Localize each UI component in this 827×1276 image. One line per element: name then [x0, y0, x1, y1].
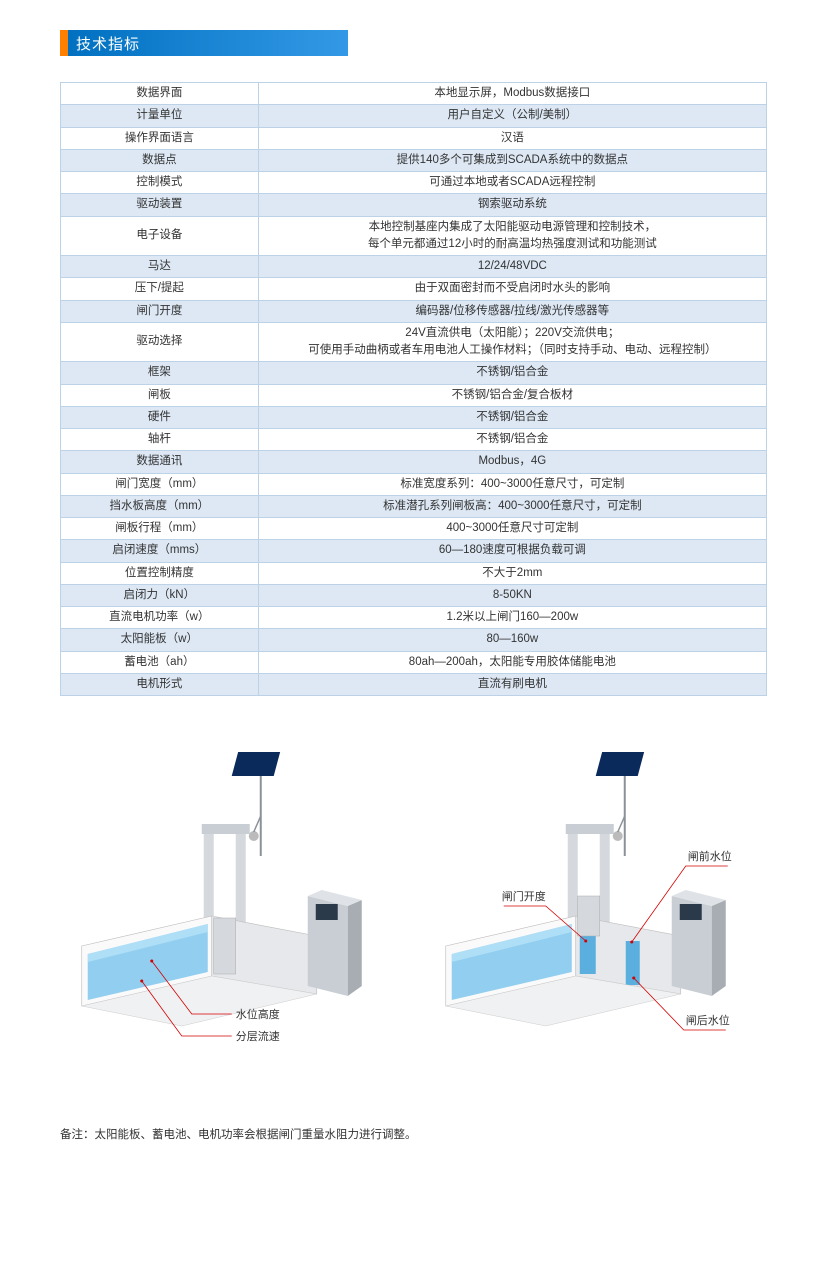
spec-value: 标准宽度系列：400~3000任意尺寸，可定制	[258, 473, 766, 495]
spec-value: 用户自定义（公制/美制）	[258, 105, 766, 127]
spec-value: 不锈钢/铝合金	[258, 362, 766, 384]
label-flow-layer: 分层流速	[236, 1029, 280, 1043]
spec-value: 本地控制基座内集成了太阳能驱动电源管理和控制技术，每个单元都通过12小时的耐高温…	[258, 216, 766, 256]
label-back-level: 闸后水位	[685, 1013, 729, 1027]
spec-row: 计量单位用户自定义（公制/美制）	[61, 105, 767, 127]
spec-row: 蓄电池（ah）80ah—200ah，太阳能专用胶体储能电池	[61, 651, 767, 673]
label-front-level: 闸前水位	[687, 849, 731, 863]
spec-value: 400~3000任意尺寸可定制	[258, 518, 766, 540]
spec-value: 直流有刷电机	[258, 673, 766, 695]
footnote: 备注：太阳能板、蓄电池、电机功率会根据闸门重量水阻力进行调整。	[60, 1126, 767, 1142]
spec-value: 编码器/位移传感器/拉线/激光传感器等	[258, 300, 766, 322]
spec-row: 挡水板高度（mm）标准潜孔系列闸板高：400~3000任意尺寸，可定制	[61, 495, 767, 517]
gate-diagram-left: 水位高度 分层流速	[60, 746, 404, 1066]
spec-label: 闸板	[61, 384, 259, 406]
spec-value: 钢索驱动系统	[258, 194, 766, 216]
spec-label: 直流电机功率（w）	[61, 607, 259, 629]
title-accent	[60, 30, 68, 56]
spec-value: 标准潜孔系列闸板高：400~3000任意尺寸，可定制	[258, 495, 766, 517]
spec-row: 电机形式直流有刷电机	[61, 673, 767, 695]
spec-row: 驱动选择24V直流供电（太阳能）；220V交流供电；可使用手动曲柄或者车用电池人…	[61, 322, 767, 362]
spec-row: 直流电机功率（w）1.2米以上闸门160—200w	[61, 607, 767, 629]
spec-row: 太阳能板（w）80—160w	[61, 629, 767, 651]
spec-table: 数据界面本地显示屏，Modbus数据接口计量单位用户自定义（公制/美制）操作界面…	[60, 82, 767, 696]
spec-value: 不锈钢/铝合金/复合板材	[258, 384, 766, 406]
spec-value: 可通过本地或者SCADA远程控制	[258, 172, 766, 194]
spec-row: 框架不锈钢/铝合金	[61, 362, 767, 384]
spec-label: 闸板行程（mm）	[61, 518, 259, 540]
spec-row: 闸门开度编码器/位移传感器/拉线/激光传感器等	[61, 300, 767, 322]
spec-label: 压下/提起	[61, 278, 259, 300]
gate-diagram-right: 闸前水位 闸门开度 闸后水位	[424, 746, 768, 1066]
spec-label: 位置控制精度	[61, 562, 259, 584]
spec-row: 闸板行程（mm）400~3000任意尺寸可定制	[61, 518, 767, 540]
spec-value: 本地显示屏，Modbus数据接口	[258, 83, 766, 105]
spec-label: 启闭力（kN）	[61, 584, 259, 606]
spec-label: 启闭速度（mms）	[61, 540, 259, 562]
spec-row: 轴杆不锈钢/铝合金	[61, 429, 767, 451]
spec-row: 启闭速度（mms）60—180速度可根据负载可调	[61, 540, 767, 562]
section-title-bar: 技术指标	[60, 30, 767, 56]
spec-label: 闸门开度	[61, 300, 259, 322]
spec-row: 数据界面本地显示屏，Modbus数据接口	[61, 83, 767, 105]
spec-row: 控制模式可通过本地或者SCADA远程控制	[61, 172, 767, 194]
spec-value: 不锈钢/铝合金	[258, 429, 766, 451]
spec-label: 电子设备	[61, 216, 259, 256]
spec-row: 电子设备本地控制基座内集成了太阳能驱动电源管理和控制技术，每个单元都通过12小时…	[61, 216, 767, 256]
spec-value: 80—160w	[258, 629, 766, 651]
spec-label: 数据界面	[61, 83, 259, 105]
spec-row: 闸板不锈钢/铝合金/复合板材	[61, 384, 767, 406]
spec-value: 80ah—200ah，太阳能专用胶体储能电池	[258, 651, 766, 673]
spec-row: 数据点提供140多个可集成到SCADA系统中的数据点	[61, 149, 767, 171]
spec-value: 由于双面密封而不受启闭时水头的影响	[258, 278, 766, 300]
spec-value: 不大于2mm	[258, 562, 766, 584]
spec-row: 数据通讯Modbus，4G	[61, 451, 767, 473]
spec-label: 蓄电池（ah）	[61, 651, 259, 673]
spec-value: 1.2米以上闸门160—200w	[258, 607, 766, 629]
spec-value: 24V直流供电（太阳能）；220V交流供电；可使用手动曲柄或者车用电池人工操作材…	[258, 322, 766, 362]
spec-row: 硬件不锈钢/铝合金	[61, 406, 767, 428]
spec-label: 操作界面语言	[61, 127, 259, 149]
spec-label: 框架	[61, 362, 259, 384]
spec-label: 硬件	[61, 406, 259, 428]
spec-row: 马达12/24/48VDC	[61, 256, 767, 278]
spec-label: 电机形式	[61, 673, 259, 695]
spec-label: 马达	[61, 256, 259, 278]
spec-label: 驱动装置	[61, 194, 259, 216]
spec-label: 轴杆	[61, 429, 259, 451]
diagram-right: 闸前水位 闸门开度 闸后水位	[424, 746, 768, 1086]
spec-label: 数据通讯	[61, 451, 259, 473]
spec-label: 挡水板高度（mm）	[61, 495, 259, 517]
spec-row: 压下/提起由于双面密封而不受启闭时水头的影响	[61, 278, 767, 300]
spec-row: 驱动装置钢索驱动系统	[61, 194, 767, 216]
spec-value: 提供140多个可集成到SCADA系统中的数据点	[258, 149, 766, 171]
label-water-level: 水位高度	[236, 1007, 280, 1021]
spec-row: 操作界面语言汉语	[61, 127, 767, 149]
diagram-row: 水位高度 分层流速	[60, 746, 767, 1086]
spec-value: 不锈钢/铝合金	[258, 406, 766, 428]
spec-label: 闸门宽度（mm）	[61, 473, 259, 495]
spec-label: 驱动选择	[61, 322, 259, 362]
section-title: 技术指标	[68, 30, 348, 56]
spec-value: 8-50KN	[258, 584, 766, 606]
spec-row: 闸门宽度（mm）标准宽度系列：400~3000任意尺寸，可定制	[61, 473, 767, 495]
spec-row: 启闭力（kN）8-50KN	[61, 584, 767, 606]
spec-label: 控制模式	[61, 172, 259, 194]
spec-row: 位置控制精度不大于2mm	[61, 562, 767, 584]
spec-value: Modbus，4G	[258, 451, 766, 473]
spec-label: 计量单位	[61, 105, 259, 127]
diagram-left: 水位高度 分层流速	[60, 746, 404, 1086]
spec-value: 60—180速度可根据负载可调	[258, 540, 766, 562]
spec-label: 数据点	[61, 149, 259, 171]
spec-label: 太阳能板（w）	[61, 629, 259, 651]
spec-value: 12/24/48VDC	[258, 256, 766, 278]
spec-value: 汉语	[258, 127, 766, 149]
label-gate-open: 闸门开度	[501, 889, 545, 903]
